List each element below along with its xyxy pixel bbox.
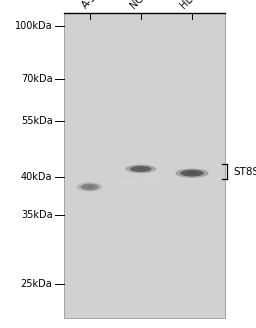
Text: 55kDa: 55kDa — [21, 116, 52, 126]
Text: NCI-H460: NCI-H460 — [129, 0, 168, 10]
Text: ST8SIA4: ST8SIA4 — [233, 167, 256, 176]
Ellipse shape — [144, 180, 153, 182]
Ellipse shape — [125, 180, 131, 182]
Ellipse shape — [146, 180, 150, 182]
Ellipse shape — [187, 172, 197, 175]
Text: 100kDa: 100kDa — [15, 21, 52, 31]
Ellipse shape — [122, 179, 134, 183]
Ellipse shape — [130, 166, 152, 172]
Ellipse shape — [136, 167, 145, 171]
Ellipse shape — [175, 169, 209, 178]
Text: 40kDa: 40kDa — [21, 172, 52, 182]
Ellipse shape — [81, 184, 99, 190]
Text: 35kDa: 35kDa — [21, 210, 52, 220]
Text: 25kDa: 25kDa — [21, 279, 52, 289]
Text: 70kDa: 70kDa — [21, 74, 52, 84]
Ellipse shape — [180, 170, 204, 176]
Ellipse shape — [142, 179, 155, 183]
Ellipse shape — [77, 182, 102, 192]
Text: A-549: A-549 — [80, 0, 107, 10]
Text: HL-60: HL-60 — [178, 0, 206, 10]
Ellipse shape — [86, 185, 93, 189]
Bar — [64, 13, 225, 318]
Ellipse shape — [125, 165, 156, 173]
Ellipse shape — [119, 179, 137, 183]
